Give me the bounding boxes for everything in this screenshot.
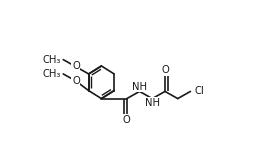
Text: NH: NH (132, 82, 147, 92)
Text: O: O (161, 65, 169, 75)
Text: O: O (72, 62, 80, 71)
Text: NH: NH (145, 98, 160, 107)
Text: O: O (72, 76, 80, 86)
Text: CH₃: CH₃ (43, 55, 61, 65)
Text: CH₃: CH₃ (43, 69, 61, 79)
Text: O: O (123, 115, 131, 125)
Text: Cl: Cl (194, 86, 204, 96)
